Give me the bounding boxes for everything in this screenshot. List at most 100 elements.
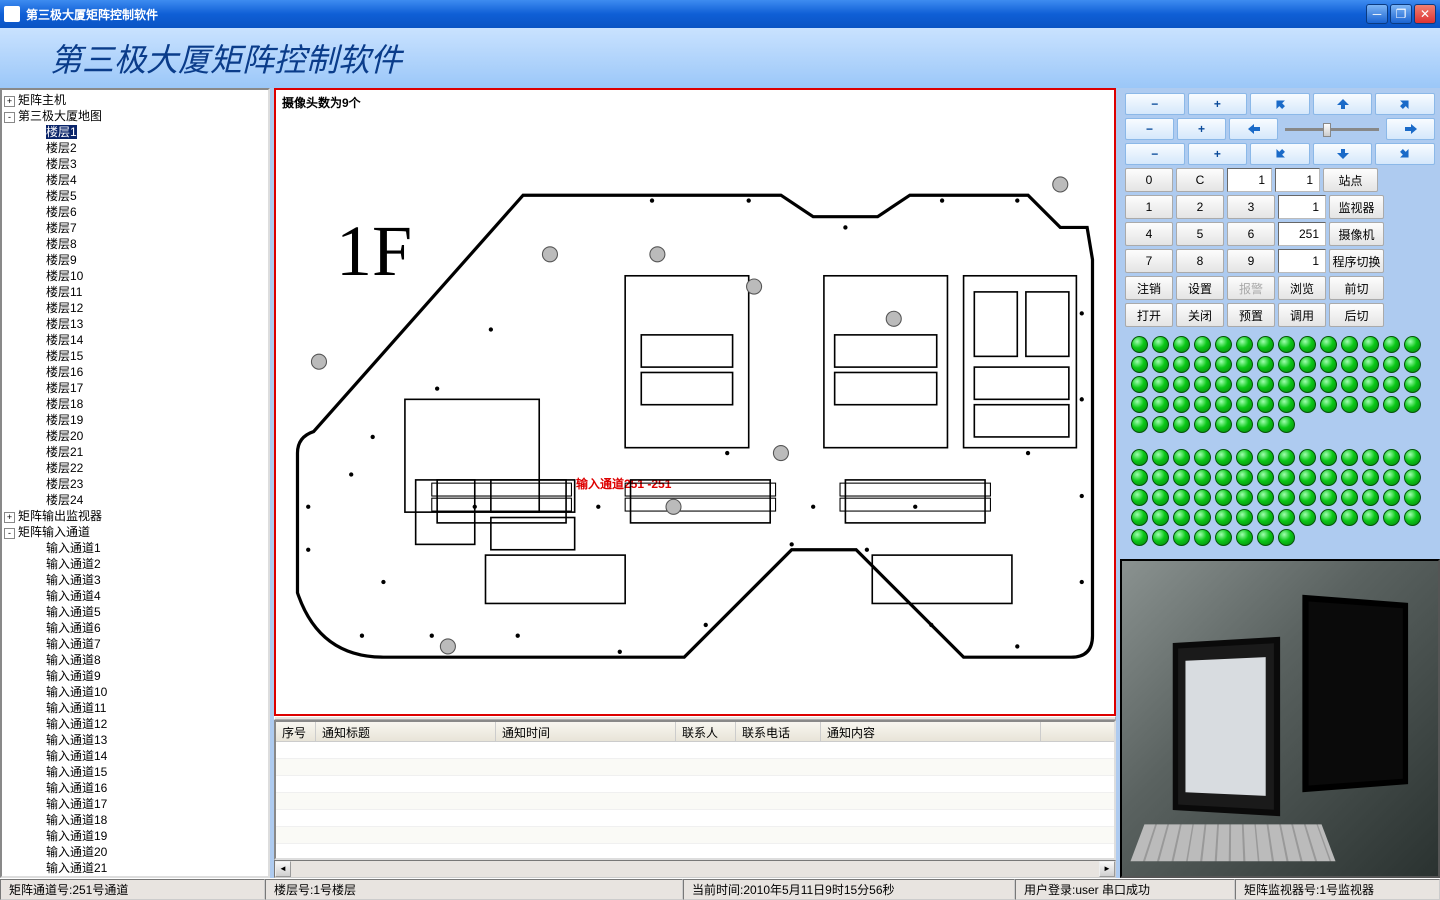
site-button[interactable]: 站点 <box>1323 168 1378 192</box>
tree-channel-19[interactable]: 输入通道19 <box>4 828 266 844</box>
led-indicator[interactable] <box>1173 356 1190 373</box>
camera-input[interactable]: 251 <box>1278 222 1326 246</box>
led-indicator[interactable] <box>1362 449 1379 466</box>
led-indicator[interactable] <box>1152 416 1169 433</box>
tree-floor-1[interactable]: 楼层1 <box>4 124 266 140</box>
led-indicator[interactable] <box>1299 336 1316 353</box>
led-indicator[interactable] <box>1299 449 1316 466</box>
led-indicator[interactable] <box>1362 376 1379 393</box>
num-c-button[interactable]: C <box>1176 168 1224 192</box>
site-b-input[interactable]: 1 <box>1275 168 1320 192</box>
led-indicator[interactable] <box>1173 469 1190 486</box>
led-indicator[interactable] <box>1194 376 1211 393</box>
led-indicator[interactable] <box>1236 416 1253 433</box>
next-switch-button[interactable]: 后切 <box>1329 303 1384 327</box>
led-indicator[interactable] <box>1341 509 1358 526</box>
led-indicator[interactable] <box>1404 449 1421 466</box>
settings-button[interactable]: 设置 <box>1176 276 1224 300</box>
led-indicator[interactable] <box>1341 356 1358 373</box>
tree-floor-5[interactable]: 楼层5 <box>4 188 266 204</box>
led-indicator[interactable] <box>1257 356 1274 373</box>
tree-channel-22[interactable]: 输入通道22 <box>4 876 266 878</box>
zoom-minus-button[interactable]: − <box>1125 93 1185 115</box>
led-indicator[interactable] <box>1194 509 1211 526</box>
led-indicator[interactable] <box>1215 416 1232 433</box>
led-indicator[interactable] <box>1299 376 1316 393</box>
led-indicator[interactable] <box>1173 376 1190 393</box>
led-indicator[interactable] <box>1215 469 1232 486</box>
tree-channel-5[interactable]: 输入通道5 <box>4 604 266 620</box>
led-indicator[interactable] <box>1257 396 1274 413</box>
tree-channel-3[interactable]: 输入通道3 <box>4 572 266 588</box>
led-indicator[interactable] <box>1341 469 1358 486</box>
led-indicator[interactable] <box>1236 396 1253 413</box>
led-indicator[interactable] <box>1278 489 1295 506</box>
led-indicator[interactable] <box>1236 449 1253 466</box>
led-indicator[interactable] <box>1257 336 1274 353</box>
led-indicator[interactable] <box>1320 449 1337 466</box>
led-indicator[interactable] <box>1215 449 1232 466</box>
site-a-input[interactable]: 1 <box>1227 168 1272 192</box>
tree-floor-13[interactable]: 楼层13 <box>4 316 266 332</box>
tree-floor-2[interactable]: 楼层2 <box>4 140 266 156</box>
tree-channel-18[interactable]: 输入通道18 <box>4 812 266 828</box>
led-indicator[interactable] <box>1152 449 1169 466</box>
led-indicator[interactable] <box>1341 376 1358 393</box>
notify-row[interactable] <box>276 742 1114 759</box>
led-indicator[interactable] <box>1194 336 1211 353</box>
tree-floor-4[interactable]: 楼层4 <box>4 172 266 188</box>
led-indicator[interactable] <box>1404 509 1421 526</box>
ptz-up-left-button[interactable] <box>1250 93 1310 115</box>
tree-floor-10[interactable]: 楼层10 <box>4 268 266 284</box>
led-indicator[interactable] <box>1194 469 1211 486</box>
led-indicator[interactable] <box>1173 396 1190 413</box>
led-indicator[interactable] <box>1383 449 1400 466</box>
led-indicator[interactable] <box>1131 376 1148 393</box>
led-indicator[interactable] <box>1362 489 1379 506</box>
led-indicator[interactable] <box>1341 489 1358 506</box>
tree-input-channels[interactable]: -矩阵输入通道 <box>4 524 266 540</box>
notify-col[interactable]: 联系电话 <box>736 722 821 741</box>
led-indicator[interactable] <box>1131 416 1148 433</box>
focus-minus-button[interactable]: − <box>1125 118 1174 140</box>
tree-channel-16[interactable]: 输入通道16 <box>4 780 266 796</box>
led-indicator[interactable] <box>1383 356 1400 373</box>
scrollbar-horizontal[interactable]: ◄ ► <box>274 860 1116 878</box>
ptz-up-right-button[interactable] <box>1375 93 1435 115</box>
tree-channel-8[interactable]: 输入通道8 <box>4 652 266 668</box>
led-indicator[interactable] <box>1383 396 1400 413</box>
video-preview[interactable] <box>1120 559 1440 878</box>
tree-floor-9[interactable]: 楼层9 <box>4 252 266 268</box>
tree-channel-12[interactable]: 输入通道12 <box>4 716 266 732</box>
led-indicator[interactable] <box>1320 469 1337 486</box>
led-indicator[interactable] <box>1299 509 1316 526</box>
tree-floor-14[interactable]: 楼层14 <box>4 332 266 348</box>
notify-row[interactable] <box>276 827 1114 844</box>
notify-col[interactable]: 通知时间 <box>496 722 676 741</box>
led-indicator[interactable] <box>1299 396 1316 413</box>
led-indicator[interactable] <box>1173 489 1190 506</box>
tree-channel-4[interactable]: 输入通道4 <box>4 588 266 604</box>
num-8-button[interactable]: 8 <box>1176 249 1224 273</box>
notify-row[interactable] <box>276 759 1114 776</box>
led-indicator[interactable] <box>1404 336 1421 353</box>
notify-row[interactable] <box>276 810 1114 827</box>
led-indicator[interactable] <box>1362 336 1379 353</box>
led-indicator[interactable] <box>1215 509 1232 526</box>
tree-floor-15[interactable]: 楼层15 <box>4 348 266 364</box>
led-indicator[interactable] <box>1215 376 1232 393</box>
num-7-button[interactable]: 7 <box>1125 249 1173 273</box>
led-indicator[interactable] <box>1131 529 1148 546</box>
led-indicator[interactable] <box>1236 469 1253 486</box>
ptz-left-button[interactable] <box>1229 118 1278 140</box>
tree-channel-14[interactable]: 输入通道14 <box>4 748 266 764</box>
notify-col[interactable]: 序号 <box>276 722 316 741</box>
tree-panel[interactable]: +矩阵主机-第三极大厦地图楼层1楼层2楼层3楼层4楼层5楼层6楼层7楼层8楼层9… <box>0 88 270 878</box>
ptz-down-left-button[interactable] <box>1250 143 1310 165</box>
tree-channel-15[interactable]: 输入通道15 <box>4 764 266 780</box>
notify-col[interactable]: 通知标题 <box>316 722 496 741</box>
led-indicator[interactable] <box>1194 449 1211 466</box>
led-indicator[interactable] <box>1194 489 1211 506</box>
logout-button[interactable]: 注销 <box>1125 276 1173 300</box>
num-6-button[interactable]: 6 <box>1227 222 1275 246</box>
